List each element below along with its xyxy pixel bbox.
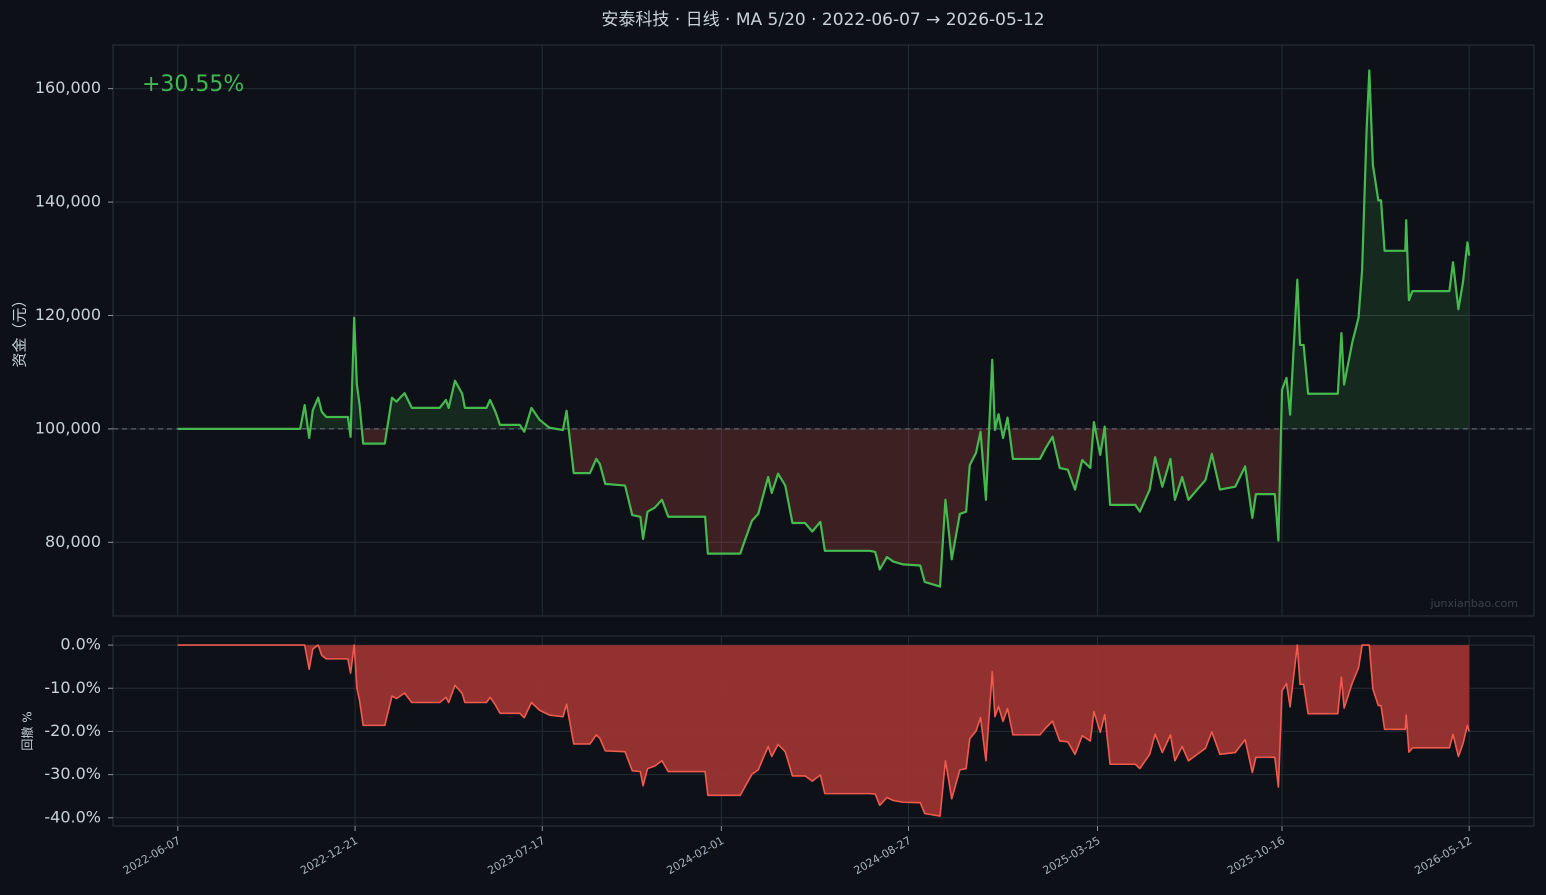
watermark: junxianbao.com xyxy=(1429,597,1518,610)
y-axis-label: 回撤 % xyxy=(20,711,35,750)
chart-title: 安泰科技 · 日线 · MA 5/20 · 2022-06-07 → 2026-… xyxy=(601,10,1044,30)
drawdown-area xyxy=(177,645,1470,817)
y-axis-label: 资金（元） xyxy=(11,292,29,367)
y-tick-label: 140,000 xyxy=(35,192,101,211)
y-tick-label: -30.0% xyxy=(44,764,101,783)
y-tick-label: 80,000 xyxy=(45,532,101,551)
y-tick-label: 100,000 xyxy=(35,418,101,437)
y-tick-label: 120,000 xyxy=(35,305,101,324)
y-tick-label: -10.0% xyxy=(44,678,101,697)
y-tick-label: -20.0% xyxy=(44,721,101,740)
return-annotation: +30.55% xyxy=(142,72,244,97)
equity-panel xyxy=(112,44,1535,617)
y-tick-label: -40.0% xyxy=(44,807,101,826)
y-tick-label: 160,000 xyxy=(35,78,101,97)
loss-area xyxy=(177,428,1470,587)
equity-line xyxy=(177,69,1471,588)
gain-area xyxy=(300,70,1470,429)
drawdown-line xyxy=(177,644,1470,817)
y-tick-label: 0.0% xyxy=(60,635,101,654)
